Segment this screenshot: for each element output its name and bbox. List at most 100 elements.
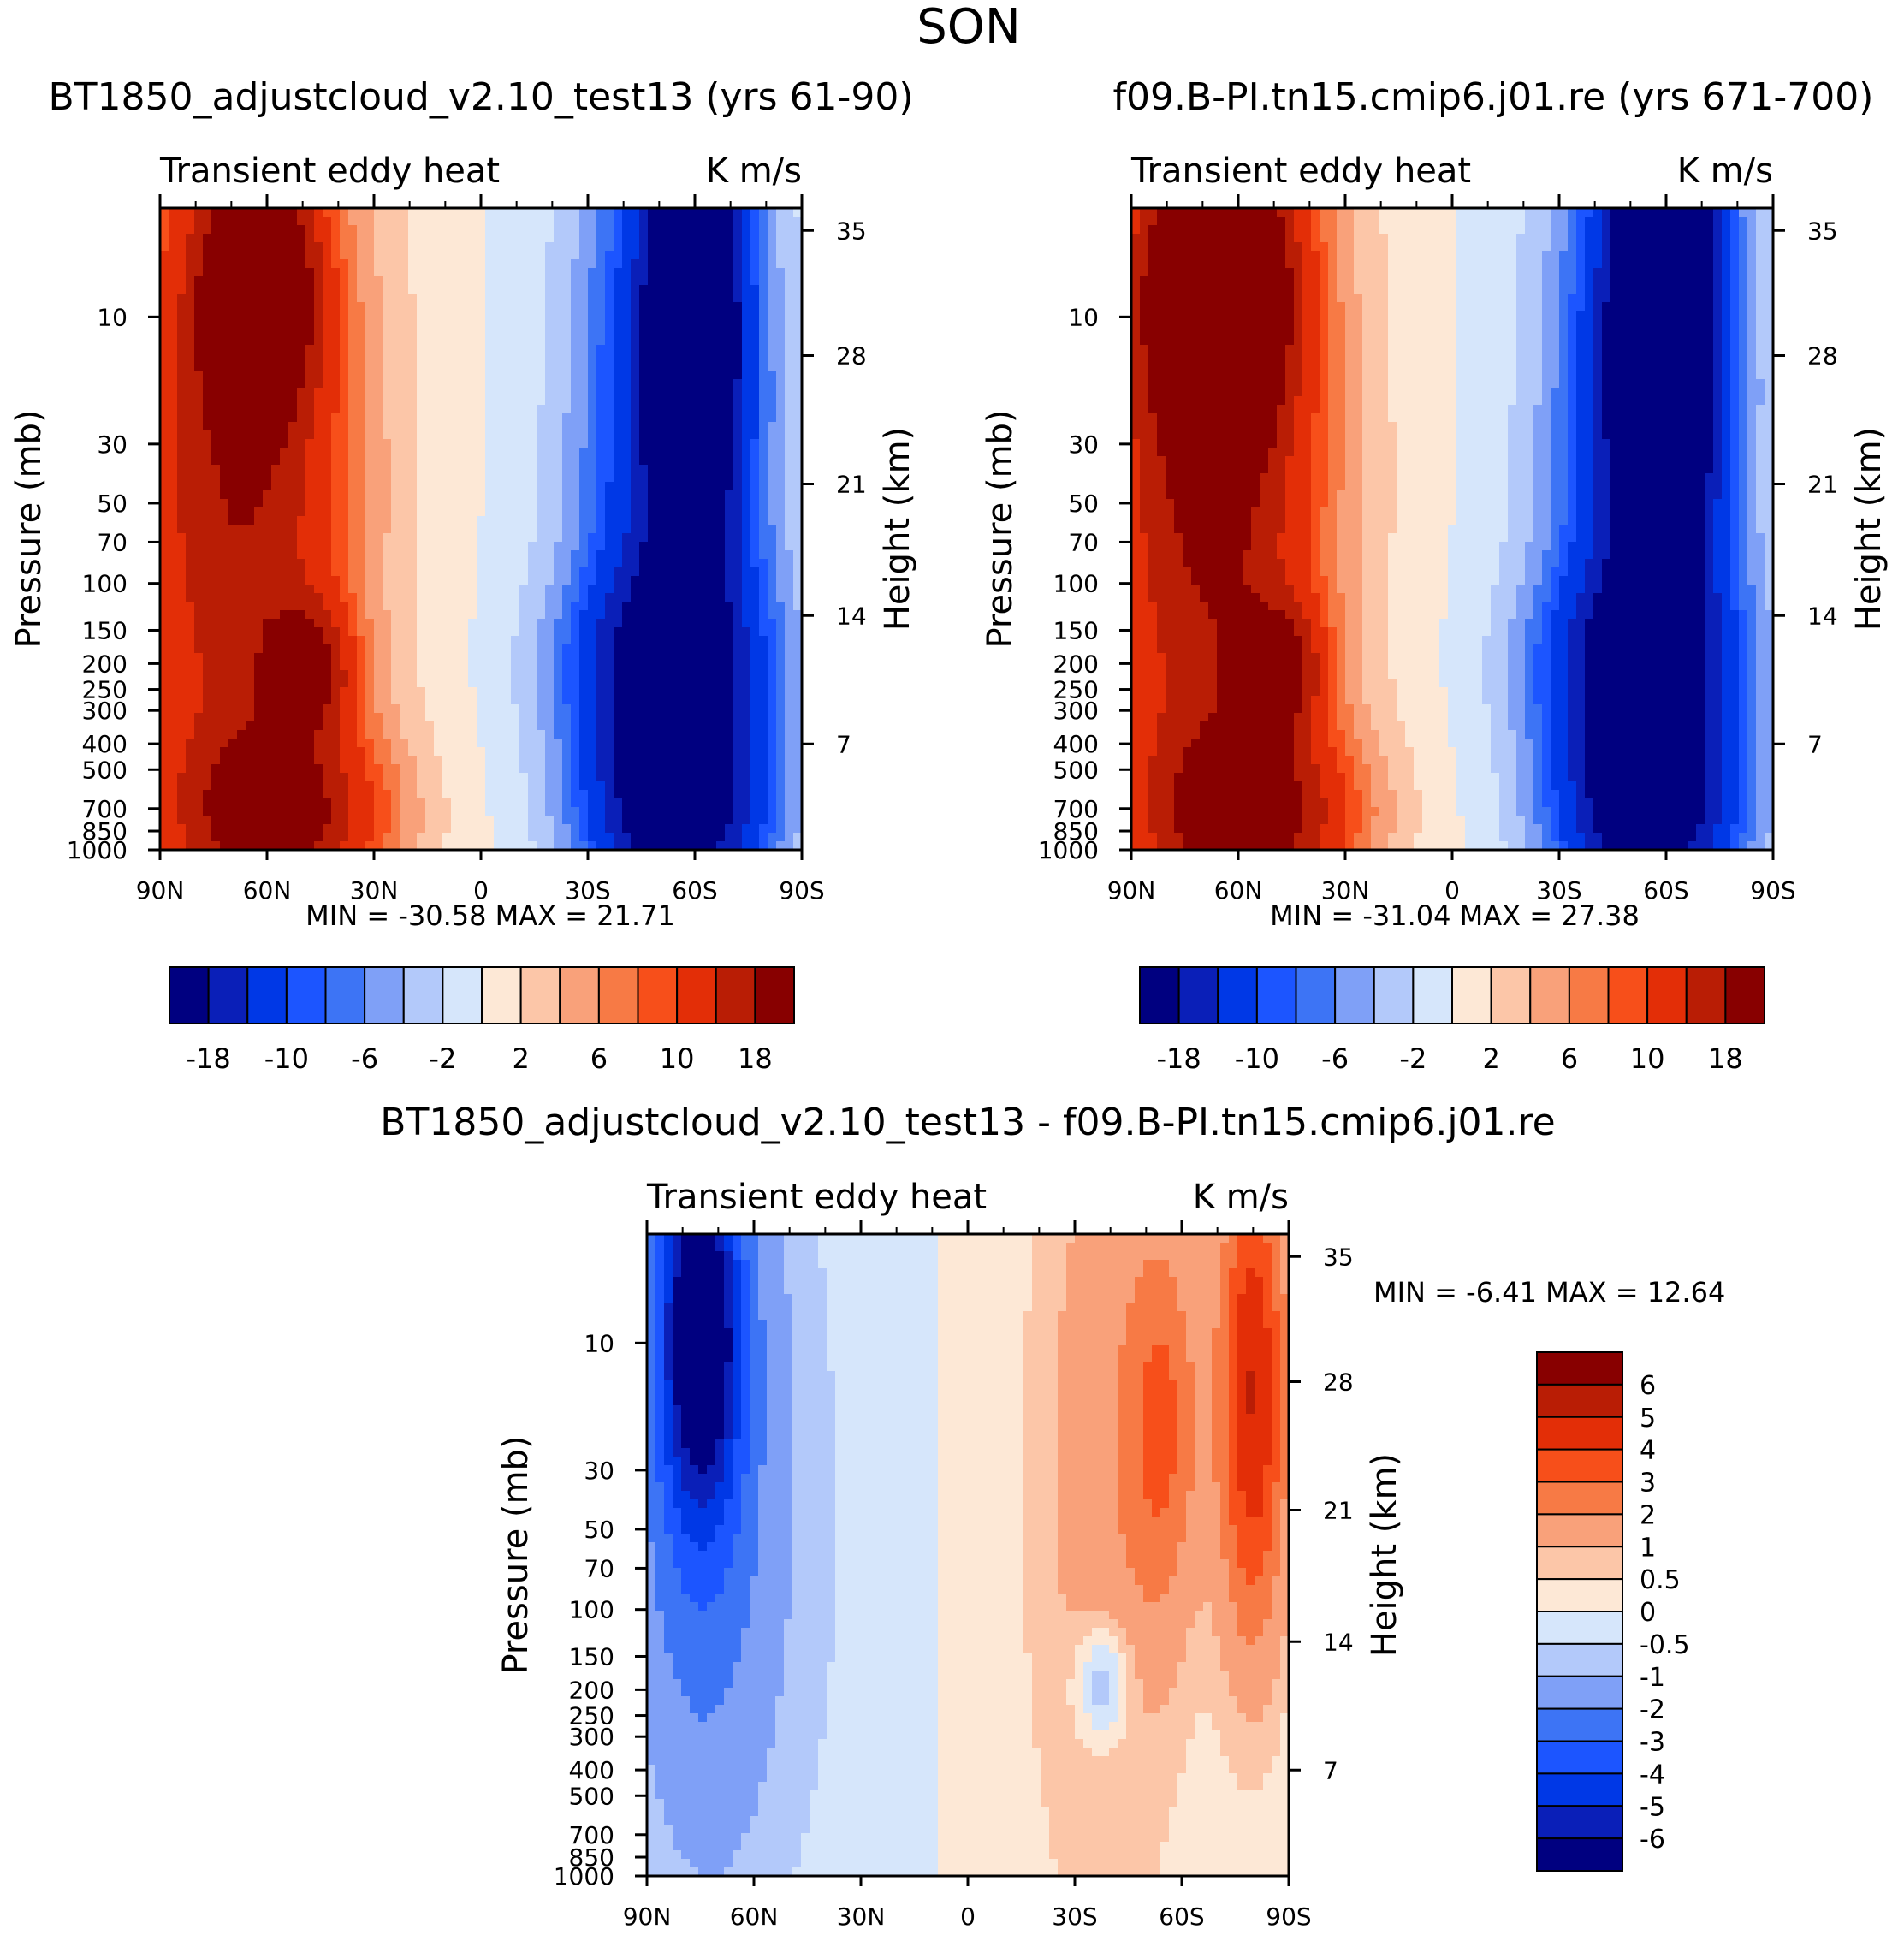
field-cell [588, 507, 597, 517]
field-cell [203, 704, 212, 714]
field-cell [400, 311, 409, 320]
field-cell [519, 482, 529, 491]
field-cell [297, 747, 306, 757]
field-cell [160, 739, 169, 748]
field-cell [682, 653, 691, 662]
field-cell [365, 328, 375, 337]
field-cell [237, 764, 246, 774]
field-cell [519, 242, 529, 252]
field-cell [733, 448, 743, 457]
field-cell [169, 362, 178, 371]
field-cell [648, 413, 657, 423]
field-cell [733, 225, 743, 234]
field-cell [502, 756, 512, 765]
field-cell [254, 473, 264, 483]
field-cell [596, 721, 606, 731]
field-cell [622, 713, 632, 722]
field-cell [519, 379, 529, 389]
field-cell [365, 336, 375, 346]
field-cell [673, 217, 683, 226]
field-cell [579, 662, 589, 671]
field-cell [776, 764, 786, 774]
field-cell [477, 542, 486, 551]
field-cell [511, 619, 520, 628]
field-cell [451, 636, 460, 645]
field-cell [622, 234, 632, 243]
field-cell [468, 439, 477, 448]
field-cell [391, 559, 400, 568]
field-cell [383, 276, 392, 286]
field-cell [673, 251, 683, 260]
field-cell [280, 499, 289, 508]
field-cell [228, 225, 238, 234]
field-cell [203, 268, 212, 277]
field-cell [502, 242, 512, 252]
field-cell [434, 559, 443, 568]
field-cell [511, 328, 520, 337]
field-cell [177, 747, 187, 757]
field-cell [280, 473, 289, 483]
field-cell [451, 302, 460, 312]
field-cell [631, 619, 640, 628]
field-cell [468, 302, 477, 312]
field-cell [622, 448, 632, 457]
field-cell [400, 713, 409, 722]
field-cell [169, 413, 178, 423]
field-cell [682, 448, 691, 457]
field-cell [502, 294, 512, 303]
field-cell [502, 208, 512, 217]
field-cell [365, 242, 375, 252]
field-cell [348, 473, 358, 483]
field-cell [648, 439, 657, 448]
field-cell [699, 473, 709, 483]
field-cell [314, 456, 323, 466]
field-cell [391, 593, 400, 602]
field-cell [442, 516, 452, 525]
field-cell [400, 636, 409, 645]
field-cell [614, 311, 623, 320]
field-cell [451, 422, 460, 431]
field-cell [631, 585, 640, 594]
field-cell [331, 234, 341, 243]
field-cell [203, 405, 212, 414]
field-cell [768, 302, 777, 312]
field-cell [254, 482, 264, 491]
field-cell [374, 396, 383, 406]
field-cell [750, 396, 760, 406]
field-cell [545, 507, 555, 517]
field-cell [725, 448, 734, 457]
field-cell [348, 336, 358, 346]
field-cell [716, 636, 726, 645]
field-cell [408, 456, 418, 466]
field-cell [605, 593, 614, 602]
field-cell [656, 285, 666, 294]
field-cell [348, 225, 358, 234]
field-cell [280, 756, 289, 765]
field-cell [571, 747, 580, 757]
field-cell [220, 533, 229, 543]
field-cell [203, 567, 212, 577]
field-cell [451, 764, 460, 774]
field-cell [160, 208, 169, 217]
field-cell [528, 602, 537, 611]
field-cell [785, 422, 794, 431]
field-cell [408, 345, 418, 354]
field-cell [220, 242, 229, 252]
field-cell [408, 448, 418, 457]
field-cell [331, 285, 341, 294]
field-cell [160, 585, 169, 594]
field-cell [673, 747, 683, 757]
field-cell [468, 285, 477, 294]
field-cell [691, 396, 700, 406]
field-cell [596, 619, 606, 628]
field-cell [194, 396, 204, 406]
field-cell [759, 413, 768, 423]
field-cell [434, 422, 443, 431]
field-cell [468, 482, 477, 491]
field-cell [374, 362, 383, 371]
field-cell [323, 516, 332, 525]
field-cell [460, 679, 469, 688]
field-cell [400, 747, 409, 757]
field-cell [614, 242, 623, 252]
field-cell [665, 593, 674, 602]
